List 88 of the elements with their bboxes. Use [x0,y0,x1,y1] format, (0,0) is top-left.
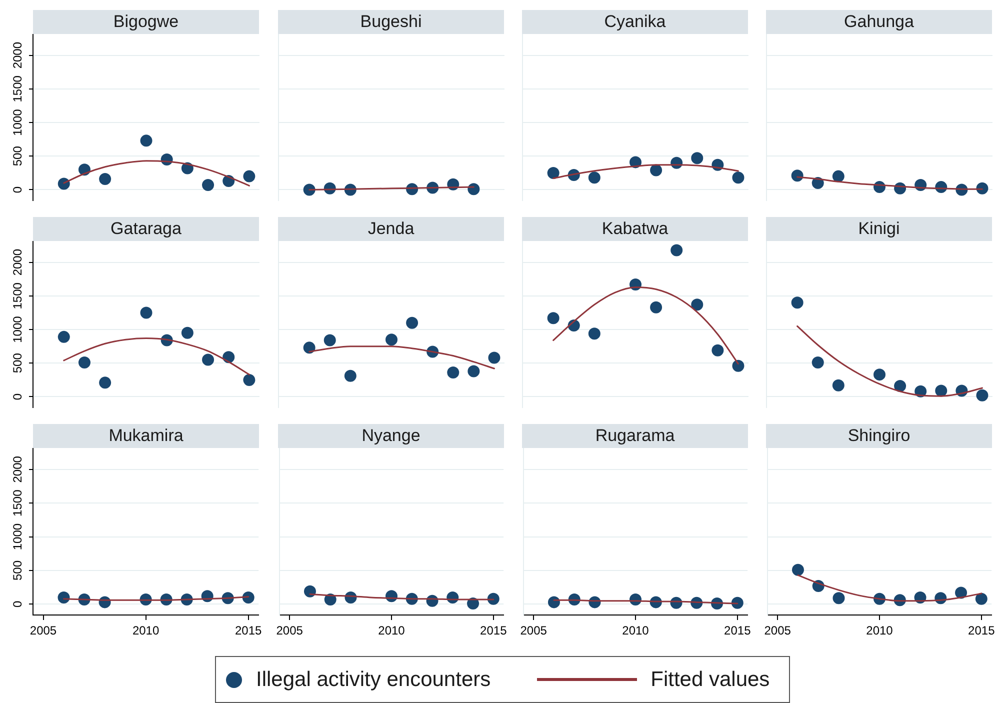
y-tick-label: 500 [10,145,24,166]
x-tick-label: 2015 [724,623,751,638]
point [650,300,662,313]
chart-title: Rugarama [522,424,748,448]
point [344,369,356,382]
y-tick-label: 1500 [10,488,24,516]
point [976,388,988,401]
y-tick-label: 0 [10,600,24,608]
x-tick-label: 2010 [378,623,405,638]
x-tick-label: 2010 [866,623,893,638]
point [140,134,152,146]
point [243,373,256,386]
point [894,379,906,392]
chart-title: Mukamira [33,424,259,448]
point [732,171,744,184]
y-tick-label: 1000 [10,315,24,342]
point [99,376,112,388]
y-tick-label: 0 [10,392,24,400]
point [202,353,214,366]
point [711,344,724,356]
y-tick-label: 1500 [10,74,24,102]
point [790,296,803,308]
point [974,592,987,604]
point [670,244,682,256]
x-tick-label: 2015 [480,623,507,638]
x-tick-label: 2005 [520,623,547,638]
point [323,334,336,346]
point [832,378,844,391]
point [546,312,559,324]
x-tick-label: 2015 [235,623,262,638]
point [243,170,256,182]
y-tick-label: 2000 [10,248,24,276]
chart-title: Gataraga [33,217,259,241]
chart-title: Kabatwa [522,217,748,241]
chart-title: Gahunga [766,10,992,34]
chart-title: Kinigi [766,217,992,241]
x-tick-label: 2005 [764,623,791,638]
x-tick-label: 2010 [622,623,649,638]
point [58,330,70,342]
y-tick-label: 2000 [10,455,24,482]
chart-title: Cyanika [522,10,748,34]
point [811,356,824,368]
point [140,306,152,318]
point [385,333,397,346]
point [181,326,194,338]
point [58,177,70,190]
point [588,327,600,340]
y-tick-label: 500 [10,560,24,580]
point [650,164,662,176]
point [486,592,499,604]
point [546,166,559,178]
chart-title: Shingiro [766,424,992,448]
legend-label: Fitted values [650,668,770,692]
point [832,592,844,604]
point [202,178,214,191]
chart-title: Nyange [278,424,504,448]
point [99,172,112,184]
x-tick-label: 2010 [132,623,160,638]
y-tick-label: 1000 [10,522,24,550]
legend-label: Illegal activity encounters [256,668,491,692]
point [78,356,90,368]
point [446,366,459,378]
y-tick-label: 1000 [10,108,24,136]
point [302,341,315,354]
point [488,351,500,364]
y-tick-label: 500 [10,352,24,373]
x-tick-label: 2005 [30,623,57,638]
y-tick-label: 2000 [10,41,24,68]
point [303,584,316,597]
point [790,169,803,182]
point [832,170,844,182]
point [406,316,418,328]
point [934,384,947,396]
point [690,298,703,310]
x-tick-label: 2005 [276,623,303,638]
chart-title: Bigogwe [33,10,259,34]
chart-title: Bugeshi [278,10,504,34]
y-tick-label: 0 [10,186,24,193]
point [588,171,600,184]
x-tick-label: 2015 [968,623,995,638]
point [873,368,885,380]
point [467,364,480,377]
point [732,359,744,372]
y-tick-label: 1500 [10,282,24,309]
point [954,586,967,598]
chart-title: Jenda [278,217,504,241]
point [690,152,703,164]
point [791,563,804,576]
